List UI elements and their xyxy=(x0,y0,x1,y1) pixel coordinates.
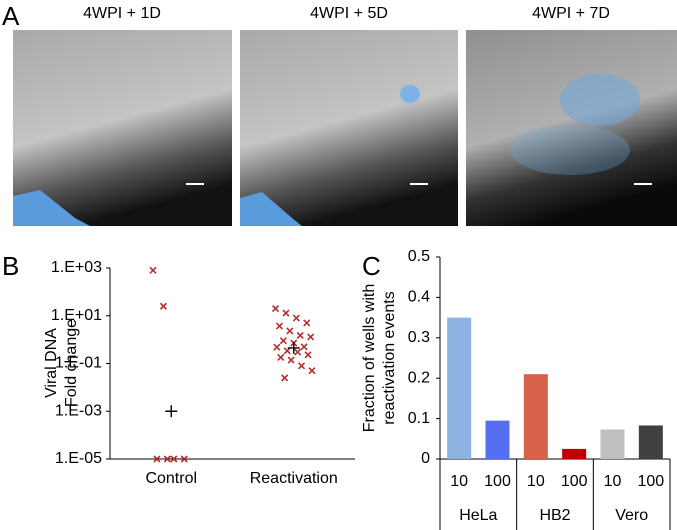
point xyxy=(283,347,291,355)
point xyxy=(303,319,311,327)
y-tick-label: 0.1 xyxy=(408,410,430,427)
point xyxy=(277,353,285,361)
bar xyxy=(447,317,472,459)
y-tick-label: 0 xyxy=(421,450,430,467)
point xyxy=(286,327,294,335)
x-tick-label: 10 xyxy=(527,473,545,490)
panel-label: C xyxy=(362,251,381,281)
point xyxy=(297,362,306,370)
y-tick-label: 0.4 xyxy=(408,289,430,306)
point xyxy=(159,302,168,310)
bar xyxy=(562,448,587,459)
y-tick-label: 1.E-05 xyxy=(55,450,102,467)
mean-marker xyxy=(287,341,300,354)
panel-label: A xyxy=(2,1,20,31)
x-tick-label: Control xyxy=(145,470,197,487)
y-axis-label: reactivation events xyxy=(381,291,398,424)
point xyxy=(180,455,188,463)
point xyxy=(163,455,171,463)
point xyxy=(300,343,308,351)
bar xyxy=(638,425,663,459)
point xyxy=(294,348,302,356)
image-title: 4WPI + 5D xyxy=(310,5,388,22)
x-tick-label: 100 xyxy=(561,473,588,490)
point xyxy=(170,455,178,463)
group-label: HeLa xyxy=(459,507,497,524)
y-axis-label: Fold change xyxy=(63,319,80,407)
point xyxy=(304,351,312,359)
point xyxy=(308,367,316,375)
point xyxy=(292,314,300,322)
y-tick-label: 1.E-01 xyxy=(55,355,102,372)
bar xyxy=(523,374,548,459)
point xyxy=(273,343,281,351)
point xyxy=(149,266,157,274)
point xyxy=(153,455,161,463)
group-label: Vero xyxy=(615,507,648,524)
x-tick-label: Reactivation xyxy=(250,470,338,487)
point xyxy=(307,333,315,341)
point xyxy=(282,309,290,317)
y-tick-label: 0.3 xyxy=(408,329,430,346)
mean-marker xyxy=(165,405,178,418)
y-tick-label: 1.E+01 xyxy=(51,307,102,324)
y-axis-label: Fraction of wells with xyxy=(361,284,378,433)
y-tick-label: 1.E+03 xyxy=(51,259,102,276)
image-title: 4WPI + 1D xyxy=(83,5,161,22)
micrograph xyxy=(466,30,677,226)
x-tick-label: 100 xyxy=(484,473,511,490)
micrograph xyxy=(13,30,232,226)
micrograph xyxy=(240,30,458,226)
panel-label: B xyxy=(2,251,19,281)
point xyxy=(279,337,287,345)
y-tick-label: 1.E-03 xyxy=(55,402,102,419)
x-tick-label: 10 xyxy=(450,473,468,490)
x-tick-label: 10 xyxy=(604,473,622,490)
point xyxy=(271,304,280,313)
y-tick-label: 0.2 xyxy=(408,369,430,386)
image-title: 4WPI + 7D xyxy=(532,5,610,22)
y-tick-label: 0.5 xyxy=(408,248,430,265)
bar xyxy=(600,429,625,459)
bar xyxy=(485,420,510,459)
point xyxy=(296,331,304,339)
group-label: HB2 xyxy=(539,507,570,524)
point xyxy=(281,374,289,382)
point xyxy=(287,356,295,364)
y-axis-label: Viral DNA xyxy=(43,328,60,398)
point xyxy=(275,322,284,330)
x-tick-label: 100 xyxy=(637,473,664,490)
